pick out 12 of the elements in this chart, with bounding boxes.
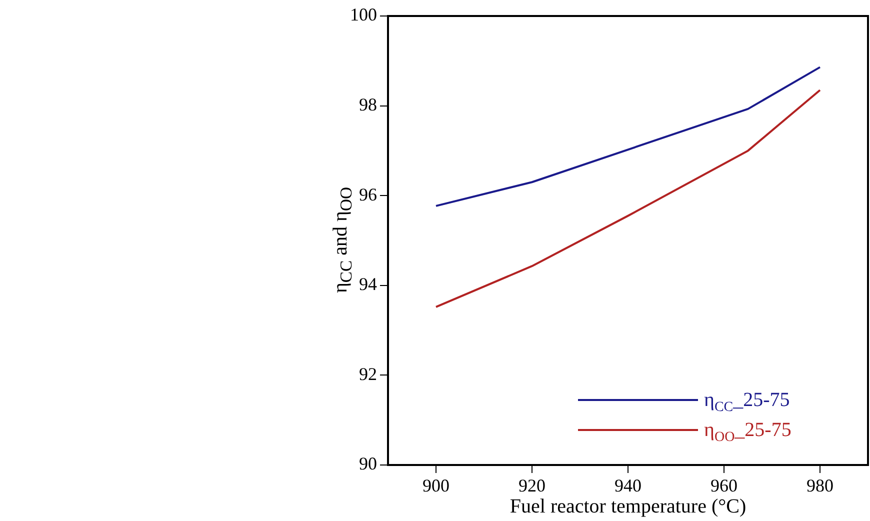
y-tick-label: 92 (359, 364, 377, 384)
y-tick-label: 96 (359, 184, 377, 204)
y-tick-label: 100 (350, 4, 377, 25)
x-tick-label: 960 (710, 476, 738, 496)
x-axis-title: Fuel reactor temperature (°C) (510, 495, 746, 518)
y-tick-label: 98 (359, 94, 377, 115)
y-tick-label: 94 (359, 274, 377, 294)
y-tick-label: 90 (359, 454, 377, 474)
x-tick-label: 900 (422, 476, 450, 496)
x-tick-label: 940 (614, 476, 642, 496)
x-tick-label: 920 (518, 476, 546, 496)
x-tick-label: 980 (806, 476, 834, 496)
